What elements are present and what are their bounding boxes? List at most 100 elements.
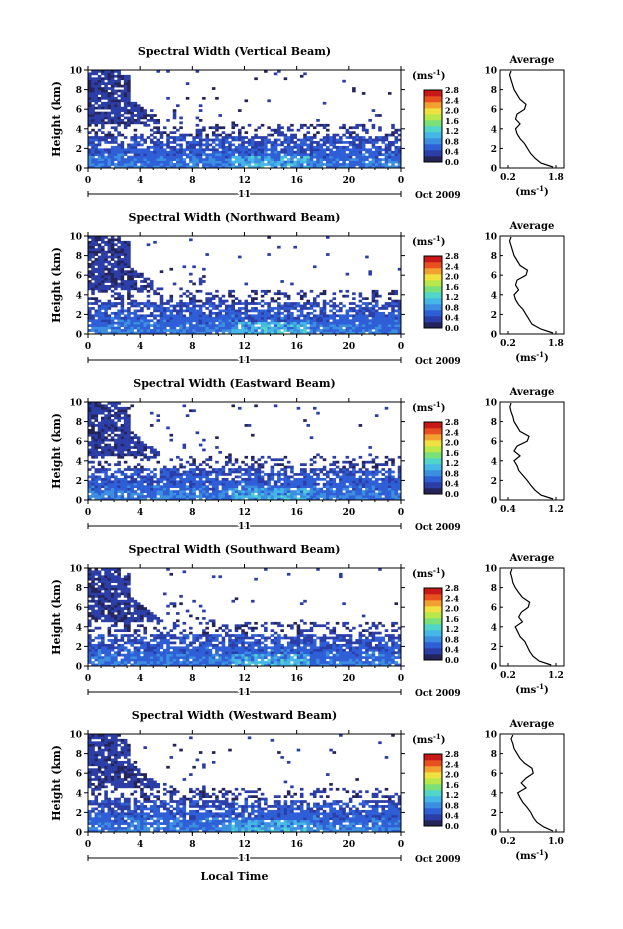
heatmap-cell <box>365 155 369 159</box>
heatmap-cell <box>127 316 131 320</box>
heatmap-cell <box>153 121 157 125</box>
heatmap-cell <box>162 143 167 147</box>
heatmap-cell <box>299 141 304 144</box>
heatmap-cell <box>231 165 236 169</box>
heatmap-cell <box>329 155 333 159</box>
heatmap-cell <box>260 155 265 159</box>
heatmap-cell <box>371 145 376 149</box>
heatmap-cell <box>107 255 112 259</box>
heatmap-cell <box>339 324 343 327</box>
heatmap-cell <box>215 136 219 139</box>
heatmap-cell <box>166 495 170 498</box>
heatmap-cell <box>114 443 118 447</box>
heatmap-cell <box>189 470 193 474</box>
heatmap-cell <box>97 148 102 152</box>
heatmap-cell <box>316 319 320 323</box>
heatmap-cell <box>394 131 399 134</box>
heatmap-cell <box>299 490 304 493</box>
heatmap-cell <box>387 92 392 95</box>
heatmap-cell <box>198 497 203 501</box>
heatmap-cell <box>101 470 105 474</box>
heatmap-cell <box>267 490 271 493</box>
heatmap-cell <box>273 314 278 318</box>
heatmap-cell <box>368 319 372 323</box>
heatmap-cell <box>365 321 369 325</box>
heatmap-cell <box>189 165 193 169</box>
heatmap-cell <box>326 316 330 320</box>
heatmap-cell <box>228 331 232 335</box>
heatmap-cell <box>247 321 252 325</box>
heatmap-cell <box>94 446 99 449</box>
heatmap-cell <box>91 441 95 444</box>
heatmap-cell <box>91 438 95 442</box>
heatmap-cell <box>254 143 258 147</box>
heatmap-cell <box>312 145 317 149</box>
heatmap-cell <box>224 319 229 323</box>
heatmap-cell <box>309 458 314 462</box>
heatmap-cell <box>384 492 389 496</box>
heatmap-cell <box>358 326 363 330</box>
heatmap-cell <box>326 160 330 164</box>
heatmap-cell <box>88 402 92 405</box>
heatmap-cell <box>394 141 399 144</box>
heatmap-cell <box>254 160 258 164</box>
heatmap-cell <box>322 326 327 330</box>
heatmap-cell <box>185 163 190 166</box>
heatmap-cell <box>159 314 164 318</box>
heatmap-cell <box>133 138 138 142</box>
heatmap-cell <box>149 145 154 149</box>
heatmap-cell <box>189 148 193 152</box>
heatmap-cell <box>273 480 278 484</box>
heatmap-cell <box>280 319 284 323</box>
heatmap-cell <box>381 158 385 161</box>
heatmap-cell <box>176 158 180 161</box>
heatmap-cell <box>120 243 125 247</box>
heatmap-cell <box>283 470 288 474</box>
heatmap-cell <box>94 158 99 161</box>
heatmap-cell <box>257 302 262 305</box>
heatmap-cell <box>166 309 170 313</box>
heatmap-cell <box>270 321 275 325</box>
heatmap-cell <box>153 448 157 452</box>
heatmap-cell <box>241 316 245 320</box>
heatmap-cell <box>326 480 330 484</box>
heatmap-cell <box>267 311 271 315</box>
heatmap-cell <box>208 304 213 308</box>
heatmap-cell <box>254 319 258 323</box>
heatmap-cell <box>368 446 372 449</box>
heatmap-cell <box>114 287 118 291</box>
unit-suffix: ) <box>544 187 549 198</box>
heatmap-cell <box>352 131 356 134</box>
heatmap-cell <box>309 495 314 498</box>
heatmap-cell <box>231 497 236 501</box>
heatmap-cell <box>387 475 392 479</box>
heatmap-cell <box>374 324 379 327</box>
heatmap-cell <box>228 163 232 166</box>
heatmap-cell <box>394 153 399 157</box>
heatmap-cell <box>117 326 121 330</box>
heatmap-cell <box>345 492 350 496</box>
heatmap-cell <box>397 455 402 459</box>
heatmap-cell <box>114 163 118 166</box>
heatmap-cell <box>273 473 278 476</box>
heatmap-cell <box>159 307 164 310</box>
heatmap-cell <box>104 485 108 489</box>
heatmap-cell <box>143 495 147 498</box>
heatmap-cell <box>322 490 327 493</box>
heatmap-cell <box>136 143 141 147</box>
heatmap-cell <box>120 280 125 283</box>
heatmap-cell <box>326 321 330 325</box>
heatmap-cell <box>247 477 252 481</box>
heatmap-cell <box>127 111 131 115</box>
heatmap-cell <box>110 116 115 120</box>
heatmap-cell <box>306 299 311 303</box>
heatmap-cell <box>384 321 389 325</box>
heatmap-cell <box>110 272 115 276</box>
heatmap-cell <box>182 133 187 137</box>
heatmap-cell <box>348 314 353 318</box>
heatmap-cell <box>101 419 105 422</box>
heatmap-cell <box>110 436 115 440</box>
heatmap-cell <box>374 487 379 491</box>
heatmap-cell <box>215 314 219 318</box>
heatmap-cell <box>97 121 102 125</box>
